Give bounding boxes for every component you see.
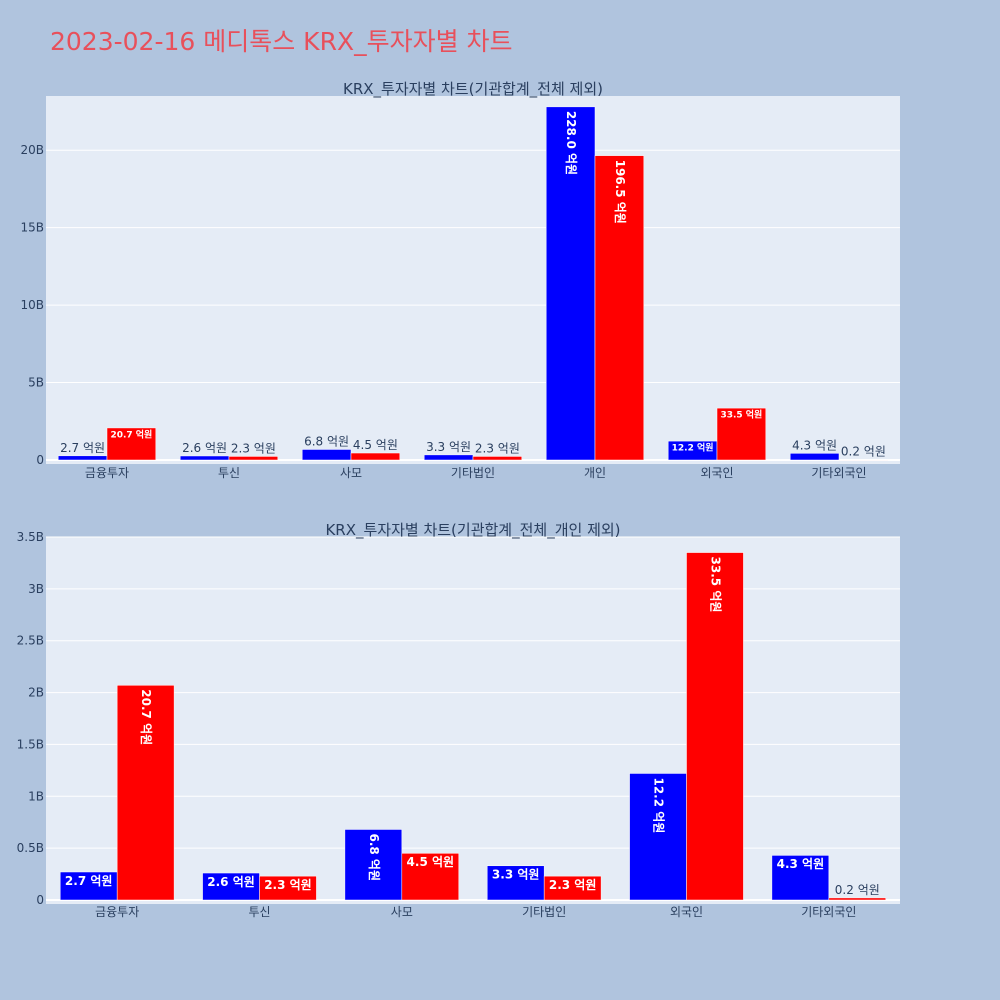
bar-data-label: 3.3 억원 <box>492 868 540 882</box>
bar <box>228 456 279 461</box>
bar-labels-bottom: 2.7 억원 20.7 억원 2.6 억원 2.3 억원 6.8 억원 4.5 억원 3.3… <box>65 557 880 897</box>
y-tick-label: 0 <box>36 453 44 467</box>
x-tick-label: 기타법인 <box>451 466 495 480</box>
bar-data-label: 196.5 억원 <box>613 160 627 224</box>
y-tick-label: 3.5B <box>17 530 44 544</box>
bar-data-label: 228.0 억원 <box>564 111 578 175</box>
bar <box>771 855 830 901</box>
gridlines-bottom <box>46 536 900 901</box>
x-tick-label: 사모 <box>340 466 362 480</box>
bar-data-label: 6.8 억원 <box>304 434 349 448</box>
bar <box>57 455 108 461</box>
x-tick-label: 외국인 <box>700 466 733 480</box>
bar-data-label: 0.2 억원 <box>841 445 886 459</box>
y-tick-label: 1B <box>28 789 44 803</box>
y-ticks-top: 0 5B 10B 15B 20B <box>20 143 44 467</box>
plot-area-bottom <box>46 537 900 904</box>
bar <box>545 106 596 461</box>
bar-data-label: 2.7 억원 <box>60 441 105 455</box>
chart-top: 2.7 억원 20.7 억원 2.6 억원 2.3 억원 6.8 억원 4.5 억원 3.3… <box>20 80 900 480</box>
x-tick-label: 사모 <box>391 905 413 919</box>
page-title: 2023-02-16 메디톡스 KRX_투자자별 차트 <box>50 27 513 56</box>
bar <box>116 685 175 901</box>
bar-data-label: 2.6 억원 <box>182 441 227 455</box>
y-tick-label: 2B <box>28 686 44 700</box>
bars-top <box>57 106 889 461</box>
bar-data-label: 6.8 억원 <box>367 833 381 881</box>
bar-data-label: 4.5 억원 <box>353 438 398 452</box>
chart-title-bottom: KRX_투자자별 차트(기관합계_전체_개인 제외) <box>325 521 620 540</box>
y-tick-label: 20B <box>20 143 44 157</box>
bar <box>344 829 403 901</box>
bar <box>486 865 545 901</box>
bar <box>106 427 157 461</box>
bar <box>202 872 260 901</box>
x-tick-label: 개인 <box>584 466 606 480</box>
y-tick-label: 1.5B <box>17 737 44 751</box>
bar <box>594 155 645 461</box>
bar <box>686 552 744 901</box>
y-tick-label: 2.5B <box>17 634 44 648</box>
y-ticks-bottom: 0 0.5B 1B 1.5B 2B 2.5B 3B 3.5B <box>17 530 44 907</box>
bar <box>629 773 687 901</box>
bar-data-label: 2.7 억원 <box>65 874 113 888</box>
bar <box>59 871 118 901</box>
chart-bottom: 2.7 억원 20.7 억원 2.6 억원 2.3 억원 6.8 억원 4.5 억원 3.3… <box>17 521 900 919</box>
bar-data-label: 4.3 억원 <box>792 438 837 452</box>
x-tick-label: 금융투자 <box>85 466 129 480</box>
bar-data-label: 12.2 억원 <box>672 442 714 454</box>
x-ticks-bottom: 금융투자 투신 사모 기타법인 외국인 기타외국인 <box>95 905 856 919</box>
y-tick-label: 3B <box>28 582 44 596</box>
bar-data-label: 2.6 억원 <box>207 875 255 889</box>
bar <box>401 853 460 901</box>
bar <box>472 456 523 461</box>
bar-data-label: 2.3 억원 <box>264 878 312 892</box>
plot-area-top <box>46 96 900 464</box>
bar-data-label: 4.5 억원 <box>407 855 455 869</box>
x-tick-label: 외국인 <box>670 905 703 919</box>
bar <box>716 407 767 461</box>
y-tick-label: 10B <box>20 298 44 312</box>
bar-data-label: 0.2 억원 <box>835 883 880 897</box>
x-tick-label: 기타외국인 <box>811 466 866 480</box>
y-tick-label: 0 <box>36 893 44 907</box>
bar-data-label: 2.3 억원 <box>475 441 520 455</box>
bar <box>350 452 401 461</box>
y-tick-label: 0.5B <box>17 841 44 855</box>
x-tick-label: 금융투자 <box>95 905 139 919</box>
x-tick-label: 투신 <box>248 905 270 919</box>
bar-data-label: 33.5 억원 <box>720 409 762 421</box>
bar-labels-top: 2.7 억원 20.7 억원 2.6 억원 2.3 억원 6.8 억원 4.5 억원 3.3… <box>60 111 886 459</box>
bar-data-label: 20.7 억원 <box>110 429 152 441</box>
bar <box>259 875 317 901</box>
bar <box>543 875 602 901</box>
x-tick-label: 투신 <box>218 466 240 480</box>
bar <box>179 455 230 461</box>
bar-data-label: 3.3 억원 <box>426 440 471 454</box>
y-tick-label: 15B <box>20 221 44 235</box>
bar-data-label: 12.2 억원 <box>652 777 666 833</box>
bar <box>838 459 889 461</box>
chart-title-top: KRX_투자자별 차트(기관합계_전체 제외) <box>343 80 603 99</box>
bar-data-label: 2.3 억원 <box>549 878 597 892</box>
bar-data-label: 2.3 억원 <box>231 441 276 455</box>
y-tick-label: 5B <box>28 376 44 390</box>
x-tick-label: 기타법인 <box>522 905 566 919</box>
bar <box>301 449 352 461</box>
bar-data-label: 20.7 억원 <box>139 689 153 745</box>
bar <box>423 454 474 461</box>
bar <box>828 897 887 901</box>
x-tick-label: 기타외국인 <box>801 905 856 919</box>
bar <box>789 453 840 461</box>
bars-bottom <box>59 552 887 901</box>
bar-data-label: 33.5 억원 <box>708 557 722 613</box>
x-ticks-top: 금융투자 투신 사모 기타법인 개인 외국인 기타외국인 <box>85 466 867 480</box>
bar-data-label: 4.3 억원 <box>777 857 825 871</box>
